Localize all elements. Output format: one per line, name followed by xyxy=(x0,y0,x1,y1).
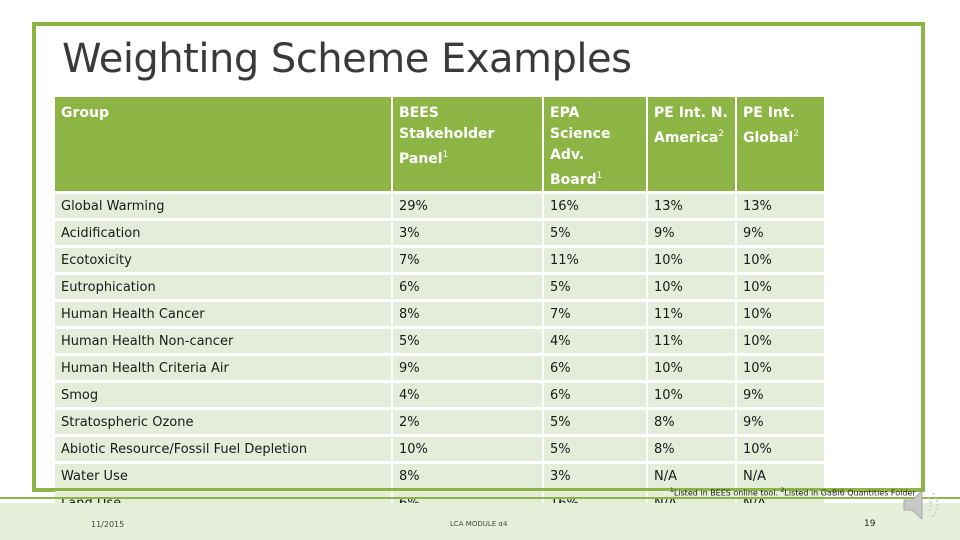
cell-group: Water Use xyxy=(55,464,391,488)
table-row: Ecotoxicity 7% 11% 10% 10% xyxy=(55,248,824,272)
cell-group: Global Warming xyxy=(55,194,391,218)
cell-epa: 5% xyxy=(542,410,646,434)
cell-pe-global: 10% xyxy=(735,302,824,326)
page-number: 19 xyxy=(864,519,876,529)
table-row: Smog 4% 6% 10% 9% xyxy=(55,383,824,407)
footer-date: 11/2015 xyxy=(91,520,125,529)
cell-pe-na: 13% xyxy=(646,194,735,218)
cell-pe-na: 11% xyxy=(646,329,735,353)
cell-group: Human Health Non-cancer xyxy=(55,329,391,353)
cell-pe-global: 10% xyxy=(735,329,824,353)
cell-epa: 16% xyxy=(542,194,646,218)
table-row: Eutrophication 6% 5% 10% 10% xyxy=(55,275,824,299)
table-row: Human Health Cancer 8% 7% 11% 10% xyxy=(55,302,824,326)
cell-pe-na: N/A xyxy=(646,464,735,488)
cell-bees: 10% xyxy=(391,437,542,461)
table-row: Acidification 3% 5% 9% 9% xyxy=(55,221,824,245)
cell-bees: 4% xyxy=(391,383,542,407)
footer-bar xyxy=(0,503,960,540)
cell-pe-global: 10% xyxy=(735,437,824,461)
table-row: Global Warming 29% 16% 13% 13% xyxy=(55,194,824,218)
cell-bees: 2% xyxy=(391,410,542,434)
cell-pe-global: 13% xyxy=(735,194,824,218)
cell-group: Human Health Criteria Air xyxy=(55,356,391,380)
cell-pe-na: 8% xyxy=(646,410,735,434)
cell-pe-global: 10% xyxy=(735,356,824,380)
cell-bees: 9% xyxy=(391,356,542,380)
table-row: Human Health Criteria Air 9% 6% 10% 10% xyxy=(55,356,824,380)
cell-pe-global: 9% xyxy=(735,383,824,407)
cell-group: Smog xyxy=(55,383,391,407)
cell-pe-na: 10% xyxy=(646,275,735,299)
cell-epa: 3% xyxy=(542,464,646,488)
cell-bees: 29% xyxy=(391,194,542,218)
cell-epa: 5% xyxy=(542,221,646,245)
slide-title: Weighting Scheme Examples xyxy=(62,36,632,82)
cell-epa: 4% xyxy=(542,329,646,353)
cell-epa: 5% xyxy=(542,275,646,299)
table-row: Human Health Non-cancer 5% 4% 11% 10% xyxy=(55,329,824,353)
table-row: Stratospheric Ozone 2% 5% 8% 9% xyxy=(55,410,824,434)
cell-epa: 6% xyxy=(542,383,646,407)
cell-group: Acidification xyxy=(55,221,391,245)
cell-group: Ecotoxicity xyxy=(55,248,391,272)
cell-bees: 3% xyxy=(391,221,542,245)
cell-group: Stratospheric Ozone xyxy=(55,410,391,434)
header-bees: BEES Stakeholder Panel1 xyxy=(391,97,542,191)
footer-rule xyxy=(0,497,960,499)
cell-pe-global: 10% xyxy=(735,275,824,299)
footnote: 1Listed in BEES online tool. 2Listed in … xyxy=(670,487,916,498)
cell-group: Human Health Cancer xyxy=(55,302,391,326)
cell-bees: 8% xyxy=(391,464,542,488)
cell-group: Abiotic Resource/Fossil Fuel Depletion xyxy=(55,437,391,461)
cell-pe-na: 8% xyxy=(646,437,735,461)
footer-module: LCA MODULE α4 xyxy=(450,520,508,528)
cell-epa: 7% xyxy=(542,302,646,326)
cell-pe-global: N/A xyxy=(735,464,824,488)
cell-bees: 6% xyxy=(391,275,542,299)
header-epa: EPA Science Adv. Board1 xyxy=(542,97,646,191)
header-group: Group xyxy=(55,97,391,191)
cell-pe-global: 10% xyxy=(735,248,824,272)
cell-pe-global: 9% xyxy=(735,221,824,245)
cell-bees: 7% xyxy=(391,248,542,272)
speaker-icon[interactable] xyxy=(898,484,948,526)
cell-pe-na: 9% xyxy=(646,221,735,245)
cell-bees: 5% xyxy=(391,329,542,353)
header-pe-na: PE Int. N. America2 xyxy=(646,97,735,191)
table-header-row: Group BEES Stakeholder Panel1 EPA Scienc… xyxy=(55,97,824,191)
weighting-table: Group BEES Stakeholder Panel1 EPA Scienc… xyxy=(55,94,824,518)
header-pe-global: PE Int. Global2 xyxy=(735,97,824,191)
table-row: Abiotic Resource/Fossil Fuel Depletion 10… xyxy=(55,437,824,461)
cell-epa: 6% xyxy=(542,356,646,380)
cell-bees: 8% xyxy=(391,302,542,326)
table-row: Water Use 8% 3% N/A N/A xyxy=(55,464,824,488)
cell-group: Eutrophication xyxy=(55,275,391,299)
cell-pe-na: 10% xyxy=(646,356,735,380)
slide-frame xyxy=(32,22,925,492)
cell-pe-global: 9% xyxy=(735,410,824,434)
cell-pe-na: 10% xyxy=(646,248,735,272)
cell-pe-na: 10% xyxy=(646,383,735,407)
cell-pe-na: 11% xyxy=(646,302,735,326)
cell-epa: 11% xyxy=(542,248,646,272)
cell-epa: 5% xyxy=(542,437,646,461)
